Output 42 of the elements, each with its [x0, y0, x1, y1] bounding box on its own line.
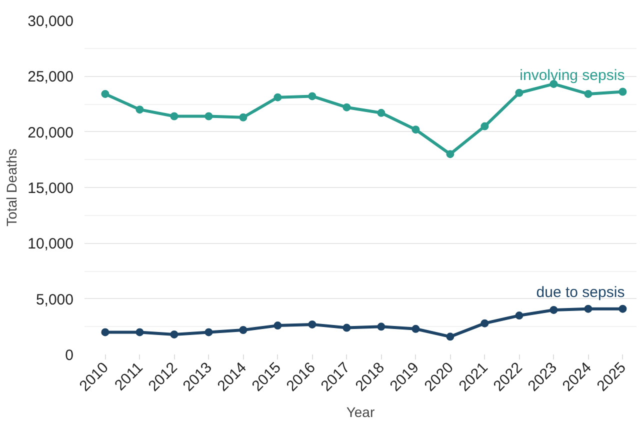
y-tick-label: 5,000 [36, 291, 74, 308]
point [550, 306, 558, 314]
point [101, 328, 110, 336]
y-tick-label: 25,000 [28, 68, 74, 86]
series-label: due to sepsis [536, 284, 625, 301]
point [377, 108, 386, 117]
point [618, 88, 627, 96]
point [274, 93, 282, 102]
point [308, 320, 316, 328]
point [239, 326, 248, 334]
y-tick-label: 30,000 [28, 13, 74, 30]
y-tick-label: 20,000 [28, 124, 74, 142]
point [136, 328, 144, 336]
point [584, 304, 592, 313]
point [480, 122, 489, 130]
point [480, 319, 489, 328]
point [170, 112, 178, 120]
point [204, 112, 213, 120]
x-axis-title: Year [346, 404, 375, 420]
y-tick-label: 10,000 [28, 236, 74, 253]
point [412, 324, 420, 333]
point [584, 90, 592, 98]
point [342, 103, 351, 112]
point [377, 322, 386, 331]
point [101, 90, 110, 98]
y-tick-label: 15,000 [28, 180, 74, 197]
point [136, 106, 144, 114]
point [274, 322, 282, 330]
point [204, 328, 213, 336]
point [170, 330, 178, 338]
point [515, 88, 524, 97]
point [308, 92, 316, 100]
point [446, 150, 454, 158]
point [412, 126, 420, 134]
point [446, 332, 454, 341]
point [515, 312, 524, 320]
point [239, 113, 248, 122]
y-axis-title: Total Deaths [4, 148, 20, 226]
point [342, 324, 351, 332]
y-tick-label: 0 [65, 347, 74, 364]
series-label: involving sepsis [520, 66, 625, 84]
point [618, 304, 627, 313]
